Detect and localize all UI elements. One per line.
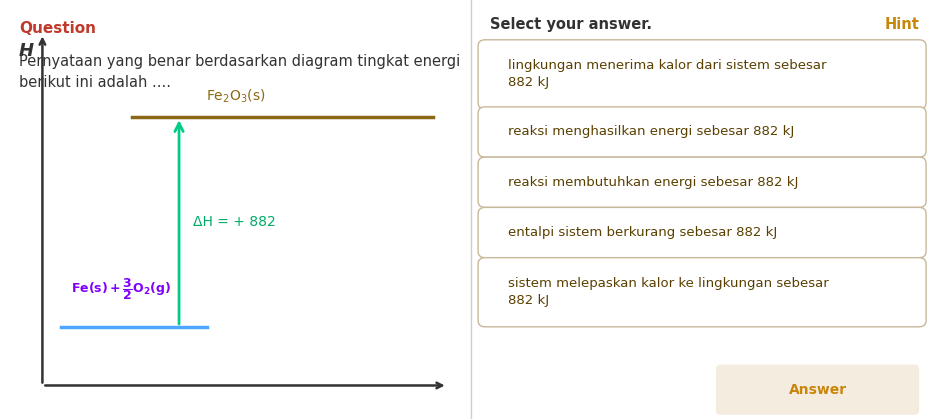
Text: Pernyataan yang benar berdasarkan diagram tingkat energi
berikut ini adalah ....: Pernyataan yang benar berdasarkan diagra… — [19, 54, 460, 91]
Text: ΔH = + 882: ΔH = + 882 — [193, 215, 276, 229]
FancyBboxPatch shape — [478, 107, 926, 157]
Text: H: H — [19, 42, 34, 60]
Text: sistem melepaskan kalor ke lingkungan sebesar
882 kJ: sistem melepaskan kalor ke lingkungan se… — [508, 277, 829, 307]
Text: Hint: Hint — [884, 17, 919, 32]
FancyBboxPatch shape — [478, 40, 926, 109]
Text: Select your answer.: Select your answer. — [490, 17, 651, 32]
Text: Answer: Answer — [788, 383, 846, 397]
Text: lingkungan menerima kalor dari sistem sebesar
882 kJ: lingkungan menerima kalor dari sistem se… — [508, 59, 827, 89]
Text: reaksi menghasilkan energi sebesar 882 kJ: reaksi menghasilkan energi sebesar 882 k… — [508, 125, 794, 139]
FancyBboxPatch shape — [478, 157, 926, 207]
FancyBboxPatch shape — [716, 365, 919, 415]
Text: reaksi membutuhkan energi sebesar 882 kJ: reaksi membutuhkan energi sebesar 882 kJ — [508, 176, 799, 189]
FancyBboxPatch shape — [478, 207, 926, 258]
Text: $\mathbf{Fe(s)+\dfrac{3}{2}O_2(g)}$: $\mathbf{Fe(s)+\dfrac{3}{2}O_2(g)}$ — [71, 276, 171, 302]
Text: Question: Question — [19, 21, 96, 36]
FancyBboxPatch shape — [478, 258, 926, 327]
Text: $\mathrm{Fe_2O_3(s)}$: $\mathrm{Fe_2O_3(s)}$ — [206, 87, 265, 105]
Text: entalpi sistem berkurang sebesar 882 kJ: entalpi sistem berkurang sebesar 882 kJ — [508, 226, 777, 239]
